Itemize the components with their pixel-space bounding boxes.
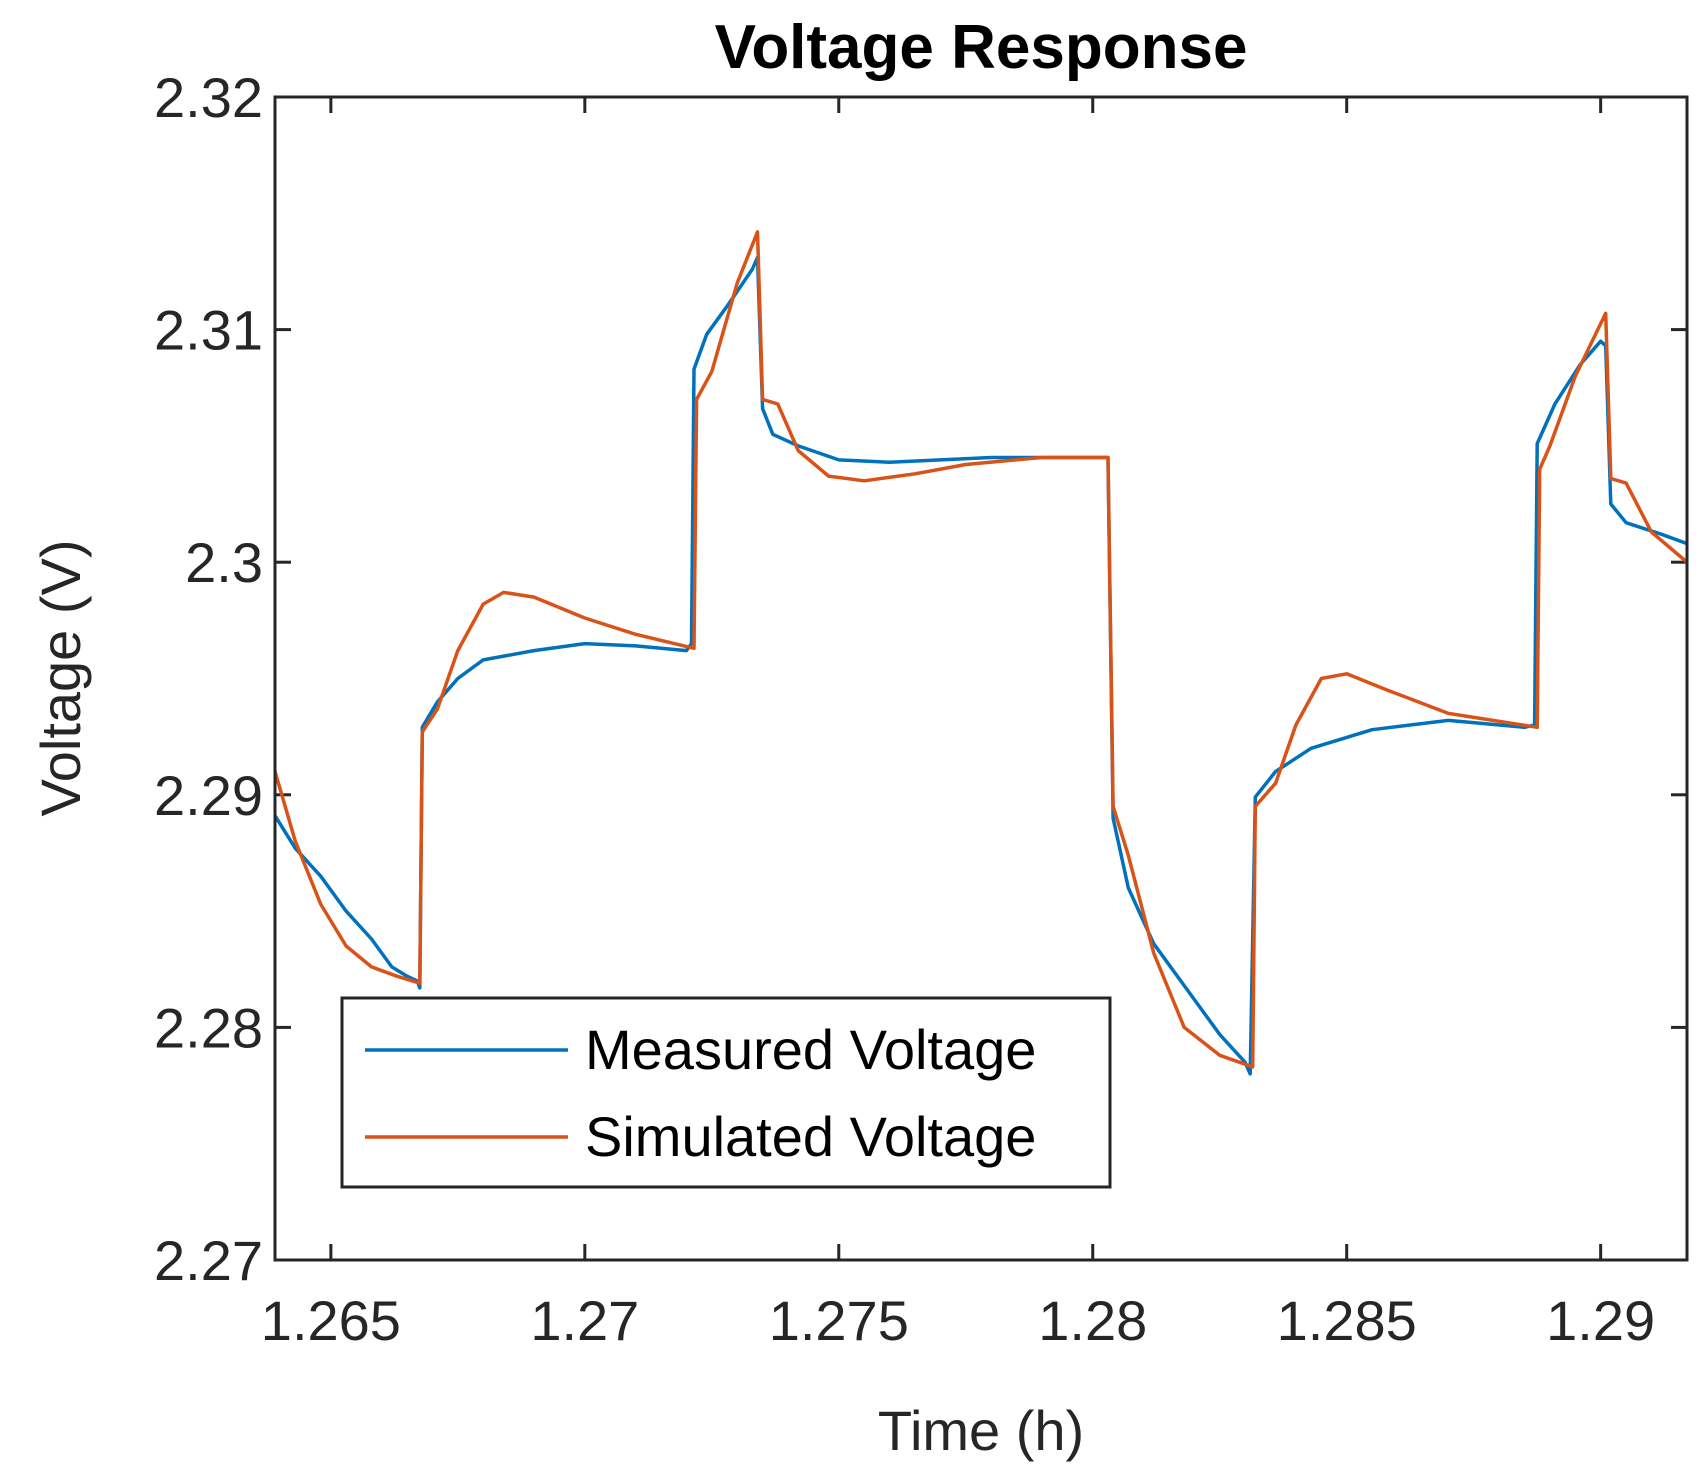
simulated-voltage-line bbox=[275, 230, 1687, 1069]
x-tick-label: 1.275 bbox=[769, 1289, 909, 1352]
y-tick-label: 2.31 bbox=[154, 299, 263, 362]
x-tick-label: 1.285 bbox=[1277, 1289, 1417, 1352]
chart-title: Voltage Response bbox=[715, 13, 1248, 82]
x-tick-label: 1.28 bbox=[1038, 1289, 1147, 1352]
y-tick-label: 2.3 bbox=[185, 531, 263, 594]
y-axis-label: Voltage (V) bbox=[29, 539, 92, 816]
legend-label-measured: Measured Voltage bbox=[585, 1018, 1036, 1081]
axis-ticks bbox=[275, 95, 1687, 1262]
y-tick-label: 2.28 bbox=[154, 996, 263, 1059]
series-layer bbox=[275, 230, 1687, 1076]
x-tick-label: 1.27 bbox=[530, 1289, 639, 1352]
plot-frame bbox=[273, 95, 1689, 1262]
x-tick-label: 1.265 bbox=[261, 1289, 401, 1352]
y-tick-label: 2.29 bbox=[154, 764, 263, 827]
y-tick-labels: 2.27 2.28 2.29 2.3 2.31 2.32 bbox=[154, 66, 263, 1292]
y-tick-label: 2.32 bbox=[154, 66, 263, 129]
legend: Measured Voltage Simulated Voltage bbox=[340, 996, 1112, 1189]
x-tick-labels: 1.265 1.27 1.275 1.28 1.285 1.29 bbox=[261, 1289, 1655, 1352]
x-tick-label: 1.29 bbox=[1546, 1289, 1655, 1352]
y-tick-label: 2.27 bbox=[154, 1229, 263, 1292]
legend-box bbox=[340, 996, 1112, 1189]
legend-label-simulated: Simulated Voltage bbox=[585, 1105, 1036, 1168]
x-axis-label: Time (h) bbox=[878, 1399, 1084, 1462]
